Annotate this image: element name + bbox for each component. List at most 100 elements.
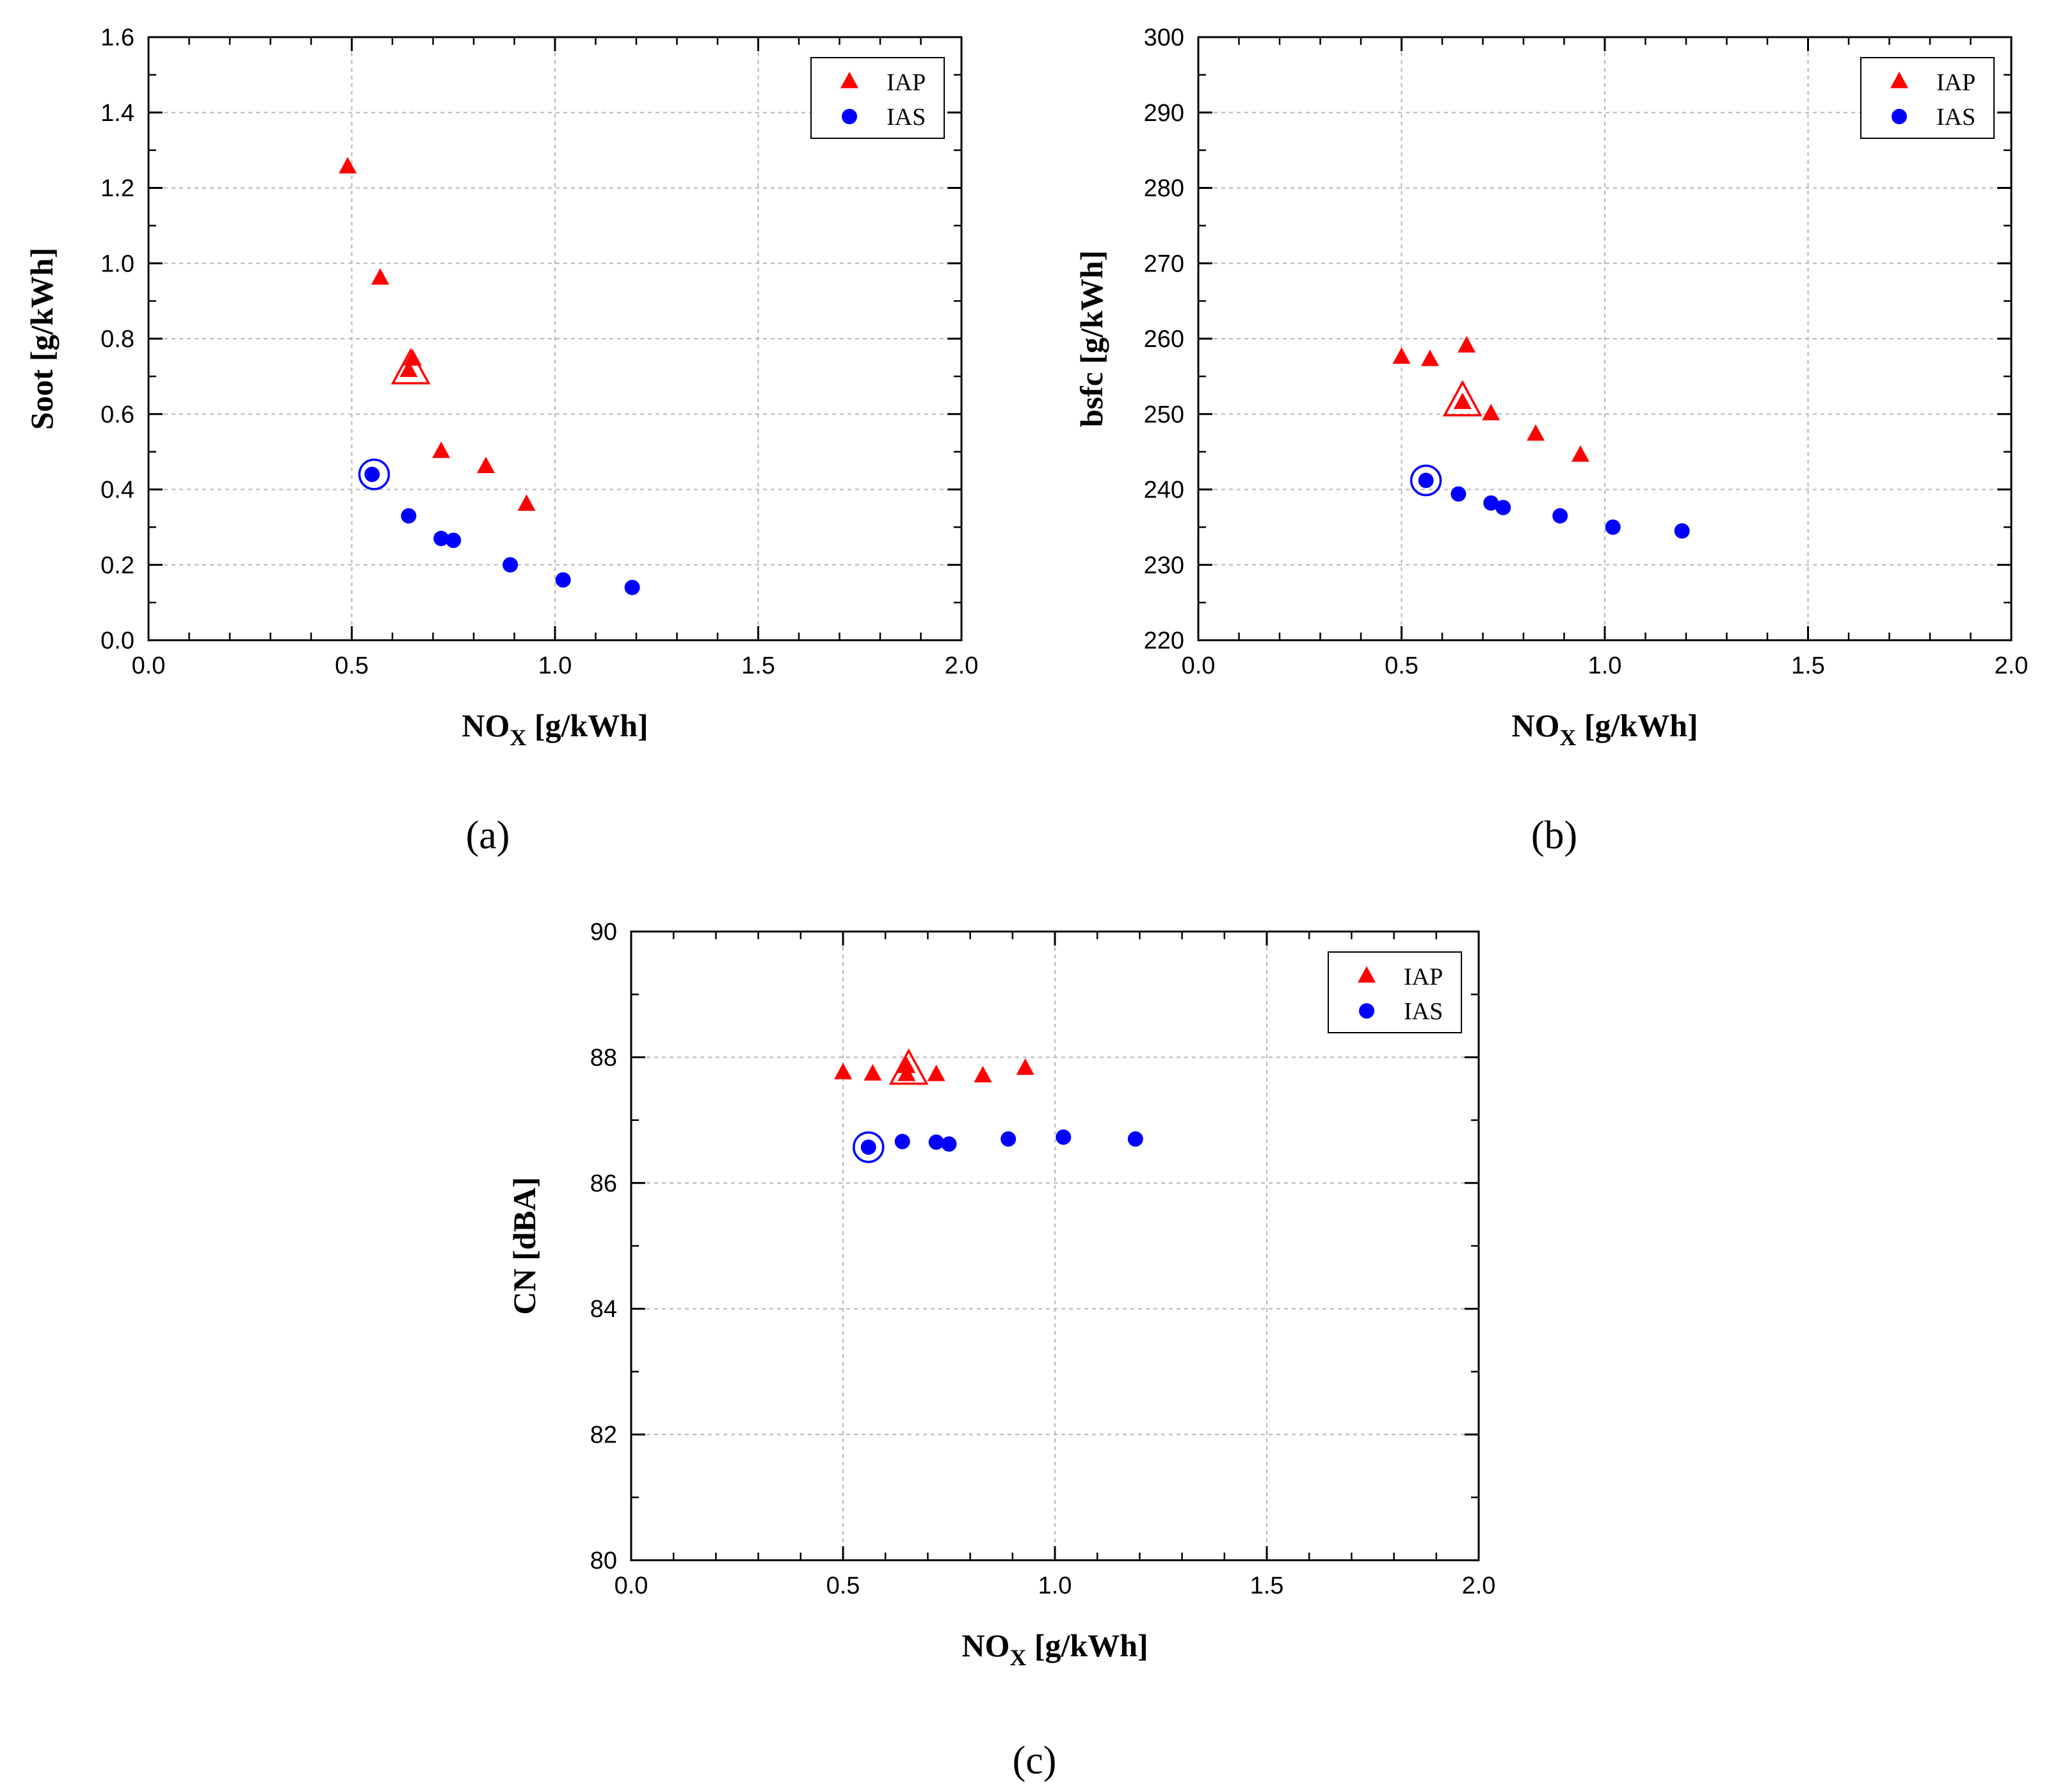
- data-point-ias: [1674, 523, 1690, 539]
- legend-label-iap: IAP: [1404, 964, 1443, 990]
- y-tick-label: 84: [590, 1296, 617, 1323]
- y-tick-label: 260: [1144, 326, 1184, 353]
- data-point-iap: [1482, 403, 1500, 421]
- y-axis-title: Soot [g/kWh]: [24, 248, 60, 430]
- x-axis-title: NOX [g/kWh]: [961, 1627, 1148, 1670]
- x-tick-label: 1.5: [741, 652, 775, 679]
- x-axis-title-unit: [g/kWh]: [1026, 1627, 1148, 1663]
- y-tick-label: 0.6: [100, 401, 134, 428]
- legend-marker-iap: [1890, 72, 1908, 88]
- y-tick-label: 300: [1144, 24, 1184, 51]
- y-tick-label: 1.6: [100, 24, 134, 51]
- x-tick-label: 2.0: [1462, 1572, 1496, 1599]
- highlight-marker-iap: [390, 348, 431, 385]
- data-point-ias: [555, 572, 571, 588]
- x-tick-label: 0.5: [826, 1572, 860, 1599]
- y-tick-label: 0.0: [100, 627, 134, 654]
- legend-box: [810, 57, 945, 139]
- highlight-marker-iap: [1442, 380, 1483, 417]
- x-axis-title: NOX [g/kWh]: [1511, 707, 1698, 750]
- y-tick-label: 280: [1144, 175, 1184, 202]
- data-point-ias: [433, 531, 449, 547]
- data-point-iap: [399, 360, 418, 377]
- x-tick-label: 0.5: [1385, 652, 1419, 679]
- legend-marker-ias: [842, 109, 857, 124]
- data-point-ias: [1127, 1131, 1143, 1147]
- x-axis-title-unit: [g/kWh]: [1576, 707, 1698, 743]
- data-point-iap: [339, 157, 357, 174]
- legend-label-ias: IAS: [1936, 104, 1975, 131]
- y-tick-label: 0.2: [100, 552, 134, 579]
- x-axis-title-main: NO: [462, 707, 510, 743]
- y-tick-label: 220: [1144, 627, 1184, 654]
- data-point-iap: [974, 1065, 992, 1083]
- data-point-ias: [1001, 1131, 1017, 1147]
- x-tick-label: 2.0: [1995, 652, 2029, 679]
- charts-root: 0.0 0.5 1.0 1.5 2.0 0.0 0.2 0.4 0.6 0.8 1.0 1.2 1.4 1…: [24, 24, 2028, 1782]
- data-point-iap: [1453, 392, 1472, 409]
- data-point-ias: [894, 1133, 910, 1149]
- legend-label-ias: IAS: [887, 104, 926, 131]
- chart-panel-3: 0.0 0.5 1.0 1.5 2.0 80 82 84 86 88 90 NOX [g/kWh] CN…: [506, 919, 1495, 1782]
- x-axis-title: NOX [g/kWh]: [462, 707, 648, 750]
- y-tick-label: 0.4: [100, 477, 134, 504]
- data-point-ias: [446, 532, 462, 548]
- data-point-ias: [1418, 472, 1434, 488]
- y-tick-label: 82: [590, 1422, 617, 1449]
- x-axis-title-subscript: X: [1009, 1645, 1026, 1670]
- highlight-marker-ias: [852, 1131, 885, 1163]
- legend-box: [1328, 951, 1462, 1033]
- x-tick-label: 0.0: [132, 652, 166, 679]
- y-tick-label: 250: [1144, 401, 1184, 428]
- y-tick-label: 0.8: [100, 326, 134, 353]
- y-tick-label: 1.0: [100, 250, 134, 277]
- data-point-ias: [941, 1136, 957, 1152]
- data-point-iap: [864, 1063, 882, 1081]
- y-tick-label: 290: [1144, 100, 1184, 127]
- data-point-iap: [1527, 424, 1545, 441]
- data-point-ias: [1495, 499, 1511, 515]
- data-point-ias: [624, 579, 640, 595]
- x-tick-label: 2.0: [945, 652, 979, 679]
- data-point-iap: [1458, 335, 1476, 353]
- data-point-iap: [1016, 1058, 1034, 1075]
- y-tick-label: 1.2: [100, 175, 134, 202]
- y-tick-label: 80: [590, 1547, 617, 1574]
- legend-label-iap: IAP: [887, 69, 926, 96]
- x-axis-title-main: NO: [961, 1627, 1009, 1663]
- y-tick-label: 1.4: [100, 100, 134, 127]
- legend-marker-iap: [1358, 966, 1376, 983]
- chart-panel-1: 0.0 0.5 1.0 1.5 2.0 0.0 0.2 0.4 0.6 0.8 1.0 1.2 1.4 1…: [24, 24, 978, 857]
- data-point-iap: [477, 456, 495, 473]
- y-tick-label: 90: [590, 919, 617, 946]
- data-point-ias: [928, 1134, 944, 1150]
- highlight-marker-ias: [358, 458, 390, 490]
- x-tick-label: 0.0: [615, 1572, 648, 1599]
- x-tick-label: 1.0: [1588, 652, 1622, 679]
- data-point-ias: [860, 1139, 876, 1155]
- data-point-ias: [1605, 519, 1621, 535]
- data-point-iap: [371, 268, 389, 285]
- data-point-ias: [1552, 508, 1568, 524]
- data-point-ias: [1483, 495, 1499, 511]
- chart-panel-2: 0.0 0.5 1.0 1.5 2.0 220 230 240 250 260 270 280 290 3…: [1073, 24, 2028, 857]
- x-tick-label: 1.0: [1038, 1572, 1072, 1599]
- data-point-iap: [1392, 347, 1411, 364]
- data-point-iap: [1420, 349, 1439, 366]
- legend-marker-ias: [1359, 1003, 1374, 1019]
- y-tick-label: 240: [1144, 477, 1184, 504]
- data-point-iap: [927, 1064, 945, 1081]
- panel-caption: (a): [466, 814, 510, 857]
- data-point-ias: [364, 466, 380, 482]
- highlight-marker-iap: [888, 1048, 929, 1085]
- panel-caption: (c): [1013, 1739, 1057, 1782]
- legend-label-iap: IAP: [1936, 69, 1975, 96]
- x-tick-label: 0.5: [335, 652, 369, 679]
- data-point-iap: [1571, 445, 1589, 462]
- y-tick-label: 270: [1144, 250, 1184, 277]
- data-point-ias: [1056, 1129, 1072, 1145]
- data-point-iap: [517, 494, 536, 511]
- legend-box: [1860, 57, 1995, 139]
- legend-marker-ias: [1892, 109, 1907, 124]
- data-point-iap: [432, 441, 451, 458]
